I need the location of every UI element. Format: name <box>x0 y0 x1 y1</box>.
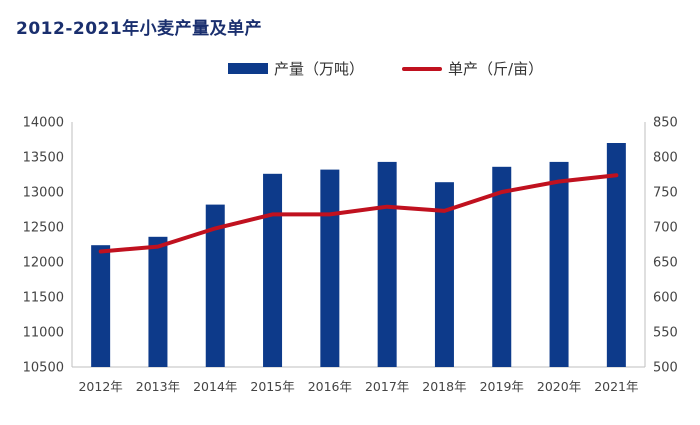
y-right-tick-label: 650 <box>653 256 678 271</box>
line-yield <box>98 173 619 254</box>
x-tick-label: 2016年 <box>308 379 352 394</box>
y-left-tick-label: 11500 <box>23 291 64 306</box>
y-right-tick-label: 550 <box>653 326 678 341</box>
legend-swatch-bar <box>228 63 268 74</box>
y-left-tick-label: 13500 <box>23 151 64 166</box>
y-right-tick-label: 600 <box>653 291 678 306</box>
chart-title: 2012-2021年小麦产量及单产 <box>16 19 263 39</box>
bar-production <box>205 204 225 367</box>
bar-production <box>492 166 512 367</box>
x-tick-label: 2018年 <box>422 379 466 394</box>
y-right-tick-label: 500 <box>653 361 678 376</box>
y-left-tick-label: 11000 <box>23 326 64 341</box>
x-tick-label: 2012年 <box>78 379 122 394</box>
y-left-tick-label: 13000 <box>23 186 64 201</box>
y-right-tick-label: 750 <box>653 186 678 201</box>
bar-production <box>549 161 569 367</box>
line-series <box>98 173 619 254</box>
axes <box>71 122 646 368</box>
y-left-tick-label: 10500 <box>23 361 64 376</box>
legend-swatch-line <box>402 66 443 71</box>
legend-label-yield: 单产（斤/亩） <box>448 60 544 78</box>
bar-production <box>606 143 626 367</box>
legend: 产量（万吨） 单产（斤/亩） <box>228 58 581 79</box>
x-tick-label: 2019年 <box>480 379 524 394</box>
x-tick-label: 2015年 <box>250 379 294 394</box>
y-right-tick-label: 850 <box>653 116 678 131</box>
tick-labels: 10500 11000 11500 12000 12500 13000 13500 14000… <box>23 116 678 395</box>
bar-production <box>434 182 454 367</box>
legend-label-production: 产量（万吨） <box>274 60 365 78</box>
y-left-tick-label: 12000 <box>23 256 64 271</box>
bar-production <box>148 236 168 367</box>
x-tick-label: 2021年 <box>594 379 638 394</box>
x-tick-label: 2017年 <box>365 379 409 394</box>
bar-production <box>263 173 283 367</box>
y-left-tick-label: 14000 <box>23 116 64 131</box>
bar-series <box>91 143 626 367</box>
y-left-tick-label: 12500 <box>23 221 64 236</box>
legend-item-production: 产量（万吨） <box>228 58 364 79</box>
x-tick-label: 2014年 <box>193 379 237 394</box>
x-tick-label: 2013年 <box>136 379 180 394</box>
y-right-tick-label: 700 <box>653 221 678 236</box>
legend-item-yield: 单产（斤/亩） <box>402 58 543 79</box>
x-tick-label: 2020年 <box>537 379 581 394</box>
y-right-tick-label: 800 <box>653 151 678 166</box>
bar-production <box>320 169 340 367</box>
bar-production <box>377 161 397 367</box>
bar-production <box>91 245 111 367</box>
